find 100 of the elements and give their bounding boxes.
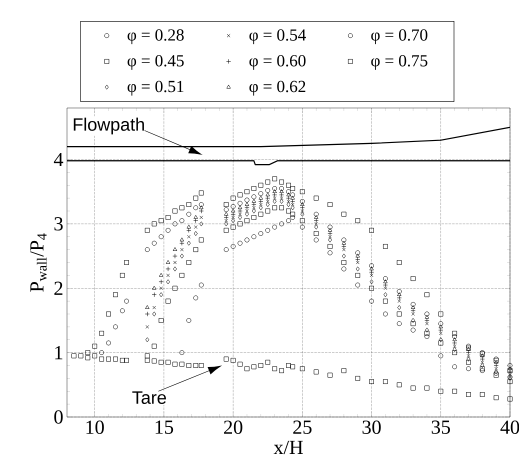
x-tick-label: 15	[156, 420, 174, 434]
point	[356, 260, 360, 264]
point	[71, 353, 76, 358]
point	[397, 292, 402, 296]
point	[145, 305, 150, 309]
point	[300, 209, 304, 213]
point	[314, 214, 318, 219]
point	[396, 382, 402, 388]
point	[355, 250, 360, 256]
point	[286, 192, 291, 196]
point	[186, 240, 191, 246]
point	[106, 340, 111, 346]
point	[356, 254, 360, 258]
point	[300, 198, 305, 204]
legend-label: φ = 0.28	[128, 29, 184, 44]
point	[152, 286, 156, 290]
point	[152, 344, 157, 349]
annotation: Flowpath	[74, 118, 144, 134]
point	[193, 295, 198, 300]
point	[328, 234, 332, 239]
point	[252, 206, 256, 210]
point	[369, 379, 374, 384]
point	[99, 350, 104, 356]
point	[198, 202, 204, 208]
point	[342, 240, 346, 245]
point	[480, 392, 485, 397]
point	[300, 366, 305, 372]
point	[198, 238, 204, 242]
point	[159, 286, 163, 290]
x-tick-label: 25	[293, 420, 312, 434]
point	[152, 240, 157, 246]
point	[251, 194, 256, 200]
point	[198, 363, 204, 368]
point	[99, 330, 104, 336]
point	[193, 363, 198, 368]
point	[452, 388, 458, 394]
point	[144, 228, 150, 233]
point	[179, 350, 184, 356]
point	[341, 368, 346, 374]
point	[158, 234, 164, 240]
point	[272, 196, 276, 200]
point	[120, 308, 125, 314]
point	[425, 328, 429, 333]
point	[251, 234, 256, 240]
point	[355, 218, 360, 224]
point	[113, 292, 118, 298]
point	[356, 266, 360, 272]
point	[286, 363, 291, 368]
y-tick-label: 1	[55, 346, 62, 360]
point	[231, 216, 235, 220]
point	[314, 222, 318, 226]
point	[179, 218, 184, 224]
point	[290, 364, 296, 370]
y-tick-label: 2	[54, 282, 62, 295]
point	[424, 292, 430, 298]
point	[466, 366, 471, 372]
point	[466, 392, 471, 397]
point	[194, 231, 198, 236]
point	[172, 221, 178, 226]
x-tick-label: 30	[362, 420, 381, 434]
point	[172, 286, 178, 291]
x-tick-label: 10	[86, 420, 104, 434]
point	[230, 204, 236, 209]
legend-label: φ = 0.60	[249, 55, 306, 70]
point	[186, 202, 192, 208]
point	[279, 221, 284, 226]
point	[355, 282, 360, 288]
point	[342, 254, 346, 259]
point	[290, 186, 296, 191]
point	[224, 207, 229, 212]
y-tick-label: 3	[54, 217, 63, 231]
point	[452, 364, 458, 370]
point	[384, 292, 388, 298]
point	[180, 254, 184, 259]
point	[290, 202, 294, 206]
point	[410, 305, 416, 309]
point	[410, 386, 416, 390]
legend-label: φ = 0.70	[371, 29, 428, 44]
point	[438, 332, 443, 336]
point	[314, 212, 319, 217]
point	[166, 214, 170, 220]
point	[341, 212, 346, 217]
point	[466, 354, 470, 358]
legend-label: φ = 0.54	[249, 29, 306, 44]
x-tick-label: 40	[500, 420, 519, 434]
point	[452, 350, 458, 356]
point	[258, 196, 263, 200]
point	[238, 205, 242, 210]
point	[328, 250, 332, 256]
point	[166, 298, 170, 304]
point	[272, 366, 278, 372]
point	[508, 396, 512, 402]
point	[244, 218, 250, 224]
point	[224, 218, 228, 222]
point	[179, 205, 184, 210]
point	[508, 363, 512, 368]
point	[424, 330, 430, 336]
point	[238, 362, 242, 367]
point	[258, 191, 264, 196]
point	[166, 279, 170, 284]
